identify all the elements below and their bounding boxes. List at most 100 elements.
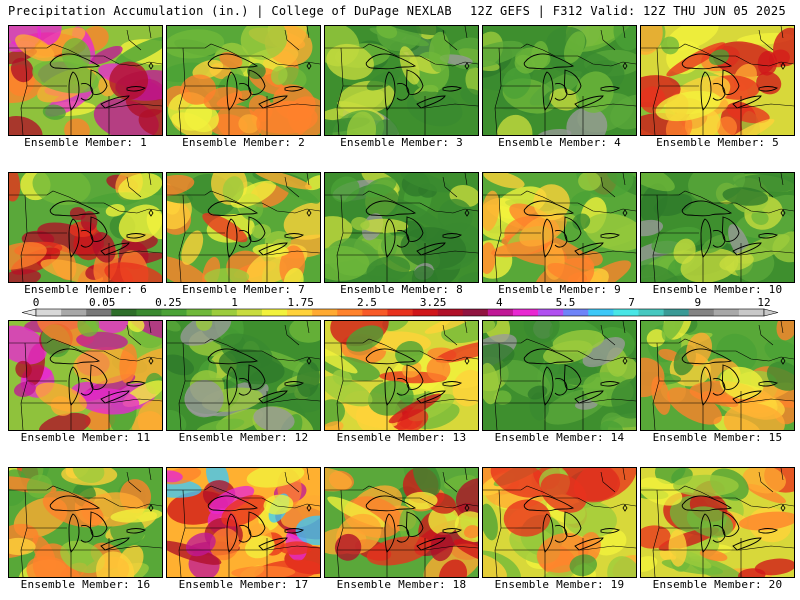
precip-blob: [104, 262, 162, 282]
lake-michigan-outline: [700, 71, 712, 111]
precip-map: [9, 26, 162, 135]
precip-blob: [9, 173, 21, 202]
precip-map: [483, 173, 636, 282]
precip-blob: [32, 60, 99, 94]
precip-blob: [137, 399, 162, 430]
precip-blob: [346, 111, 377, 135]
lake-huron-outline: [564, 364, 582, 390]
colorbar-swatch: [236, 309, 263, 316]
border-line: [494, 489, 502, 577]
precip-blob: [661, 36, 680, 55]
lake-superior-outline: [49, 348, 101, 365]
precip-blob: [271, 65, 288, 85]
border-line: [652, 489, 660, 577]
precip-blob: [483, 173, 525, 189]
precip-blob: [10, 57, 34, 83]
border-line: [483, 485, 636, 509]
precip-blob: [734, 174, 794, 193]
precip-blob: [295, 515, 320, 546]
michigan-peninsula-outline: [238, 230, 252, 248]
precip-map: [325, 321, 478, 430]
precip-blob: [9, 116, 43, 135]
precip-blob: [438, 559, 468, 577]
precip-blob: [455, 478, 478, 518]
colorbar-tick-label: 0.05: [89, 296, 116, 309]
ensemble-map-panel: [640, 172, 795, 283]
precip-map: [325, 468, 478, 577]
michigan-peninsula-outline: [554, 525, 568, 543]
ensemble-member-label: Ensemble Member: 7: [182, 283, 305, 296]
lake-superior-outline: [365, 53, 417, 70]
border-line: [336, 489, 344, 577]
lake-michigan-outline: [226, 71, 238, 111]
lake-superior-outline: [681, 348, 733, 365]
michigan-peninsula-outline: [554, 230, 568, 248]
precip-blob: [490, 468, 548, 498]
michigan-peninsula-outline: [80, 230, 94, 248]
border-line: [653, 85, 794, 135]
precip-blob: [496, 114, 533, 135]
lake-michigan-outline: [542, 218, 554, 258]
precip-blob: [246, 468, 305, 488]
precip-blob: [251, 223, 272, 239]
precip-blob: [38, 412, 91, 430]
precip-blob: [613, 26, 636, 51]
ensemble-member-label: Ensemble Member: 15: [652, 431, 783, 444]
precip-blob: [607, 556, 636, 577]
lake-michigan-outline: [226, 218, 238, 258]
precip-blob: [725, 118, 775, 135]
border-line: [337, 527, 478, 577]
precip-blob: [80, 211, 98, 232]
lake-ontario-outline: [600, 381, 620, 387]
border-line: [337, 380, 478, 430]
michigan-peninsula-outline: [396, 83, 410, 101]
lake-ontario-outline: [758, 528, 778, 534]
ensemble-map-panel: [166, 320, 321, 431]
lake-michigan-outline: [68, 513, 80, 553]
ensemble-member-label: Ensemble Member: 13: [336, 431, 467, 444]
precip-blob: [483, 40, 524, 68]
precip-blob: [296, 361, 320, 397]
precip-map: [641, 173, 794, 282]
lake-erie-outline: [416, 95, 446, 109]
colorbar-left-arrow: [21, 308, 37, 317]
precip-blob: [400, 173, 452, 193]
precip-blob: [184, 103, 219, 133]
precip-blob: [757, 50, 778, 76]
precip-blob: [119, 343, 138, 384]
precip-blob: [325, 375, 373, 407]
lake-erie-outline: [574, 537, 604, 551]
precip-blob: [575, 71, 614, 113]
lake-superior-outline: [49, 53, 101, 70]
precip-blob: [754, 558, 794, 576]
lake-ontario-outline: [758, 233, 778, 239]
border-line: [653, 527, 794, 577]
lake-erie-outline: [258, 242, 288, 256]
ensemble-map-panel: [482, 467, 637, 578]
precip-blob: [90, 45, 123, 65]
lake-erie-outline: [574, 390, 604, 404]
colorbar-swatch: [111, 309, 137, 316]
ensemble-member-label: Ensemble Member: 2: [182, 136, 305, 149]
lake-huron-outline: [722, 216, 740, 242]
michigan-peninsula-outline: [238, 83, 252, 101]
precip-blob: [699, 549, 728, 562]
marker-diamond-icon: [622, 62, 628, 70]
ensemble-member-label: Ensemble Member: 19: [494, 578, 625, 591]
border-line: [483, 190, 636, 214]
border-line: [325, 190, 478, 214]
lake-erie-outline: [416, 242, 446, 256]
precip-blob: [563, 31, 586, 64]
precip-map: [483, 321, 636, 430]
precip-map: [641, 468, 794, 577]
lake-huron-outline: [406, 364, 424, 390]
precip-blob: [118, 173, 162, 200]
marker-diamond-icon: [780, 504, 786, 512]
colorbar-swatch: [61, 309, 87, 316]
michigan-peninsula-outline: [554, 83, 568, 101]
ensemble-map-panel: [482, 320, 637, 431]
marker-diamond-icon: [780, 357, 786, 365]
precip-blob: [666, 26, 719, 51]
colorbar-swatch: [36, 309, 62, 316]
colorbar-tick-label: 3.25: [420, 296, 447, 309]
